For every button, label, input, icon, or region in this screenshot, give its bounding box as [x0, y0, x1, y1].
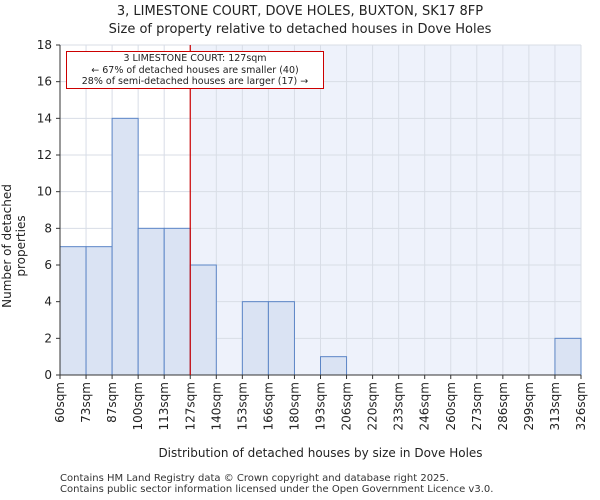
x-tick-label-273sqm: 273sqm — [470, 382, 484, 430]
x-tick-label-100sqm: 100sqm — [131, 382, 145, 430]
x-tick-label-180sqm: 180sqm — [287, 382, 301, 430]
bar-166sqm — [267, 301, 295, 376]
y-tick-label-16: 16 — [37, 75, 52, 89]
annotation-line-larger: 28% of semi-detached houses are larger (… — [81, 76, 309, 87]
x-tick-label-140sqm: 140sqm — [209, 382, 223, 430]
y-tick-label-12: 12 — [37, 148, 52, 162]
x-tick-label-193sqm: 193sqm — [314, 382, 328, 430]
credit-land-registry: Contains HM Land Registry data © Crown c… — [60, 473, 449, 484]
bar-87sqm — [111, 117, 139, 376]
x-axis-label: Distribution of detached houses by size … — [158, 446, 483, 460]
bar-313sqm — [554, 337, 582, 376]
bar-73sqm — [85, 246, 113, 376]
x-tick-label-326sqm: 326sqm — [574, 382, 588, 430]
y-tick-label-8: 8 — [44, 221, 52, 235]
bar-60sqm — [59, 246, 87, 376]
bar-113sqm — [163, 227, 191, 376]
x-tick-label-286sqm: 286sqm — [496, 382, 510, 430]
y-tick-label-6: 6 — [44, 258, 52, 272]
x-tick-label-246sqm: 246sqm — [418, 382, 432, 430]
x-tick-label-166sqm: 166sqm — [261, 382, 275, 430]
y-tick-label-0: 0 — [44, 368, 52, 382]
property-annotation-box: 3 LIMESTONE COURT: 127sqm ← 67% of detac… — [66, 51, 324, 89]
x-tick-label-260sqm: 260sqm — [444, 382, 458, 430]
x-tick-label-206sqm: 206sqm — [340, 382, 354, 430]
x-tick-label-220sqm: 220sqm — [366, 382, 380, 430]
x-tick-label-127sqm: 127sqm — [183, 382, 197, 430]
x-tick-label-313sqm: 313sqm — [548, 382, 562, 430]
x-tick-label-153sqm: 153sqm — [235, 382, 249, 430]
bar-100sqm — [137, 227, 165, 376]
y-tick-label-4: 4 — [44, 295, 52, 309]
y-tick-label-14: 14 — [37, 111, 52, 125]
x-tick-label-233sqm: 233sqm — [392, 382, 406, 430]
chart-title-address: 3, LIMESTONE COURT, DOVE HOLES, BUXTON, … — [116, 4, 484, 19]
x-tick-label-87sqm: 87sqm — [105, 382, 119, 423]
y-tick-label-2: 2 — [44, 331, 52, 345]
annotation-line-smaller: ← 67% of detached houses are smaller (40… — [91, 64, 299, 76]
annotation-line-property: 3 LIMESTONE COURT: 127sqm — [123, 53, 267, 64]
x-tick-label-299sqm: 299sqm — [522, 382, 536, 430]
bar-193sqm — [320, 356, 348, 376]
x-tick-label-113sqm: 113sqm — [157, 382, 171, 430]
y-axis-label: Number of detached properties — [0, 184, 28, 308]
credit-ogl: Contains public sector information licen… — [60, 484, 494, 495]
x-tick-label-60sqm: 60sqm — [53, 382, 67, 423]
y-tick-label-18: 18 — [37, 38, 52, 52]
bar-153sqm — [241, 301, 269, 376]
bar-127sqm — [189, 264, 217, 376]
chart-title: Size of property relative to detached ho… — [108, 22, 492, 37]
y-tick-label-10: 10 — [37, 185, 52, 199]
x-tick-label-73sqm: 73sqm — [79, 382, 93, 423]
